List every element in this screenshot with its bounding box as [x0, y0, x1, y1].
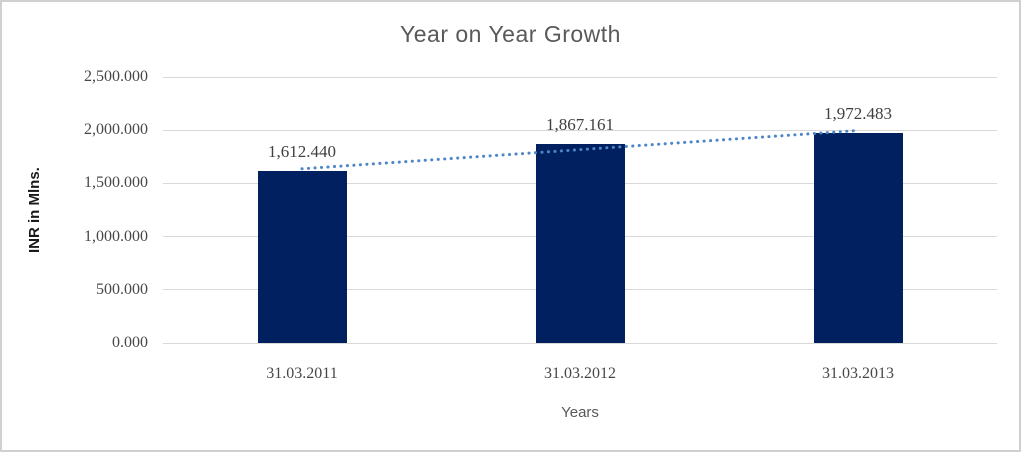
- bar-value-label: 1,972.483: [824, 104, 892, 124]
- x-tick-label: 31.03.2013: [822, 365, 894, 382]
- x-tick-label: 31.03.2012: [544, 365, 616, 382]
- y-tick-label: 1,000.000: [84, 227, 148, 245]
- y-axis-title: INR in Mlns.: [26, 167, 43, 253]
- chart-title: Year on Year Growth: [400, 21, 621, 47]
- bar-value-label: 1,867.161: [546, 115, 614, 135]
- x-axis-title: Years: [561, 404, 599, 421]
- y-tick-label: 1,500.000: [84, 174, 148, 192]
- gridline: [163, 342, 997, 344]
- bar-31.03.2012: [535, 144, 625, 343]
- gridline: [163, 76, 997, 78]
- y-tick-label: 2,000.000: [84, 121, 148, 139]
- plot-area: 1,612.440 1,867.161 1,972.483: [163, 76, 997, 344]
- bar-value-label: 1,612.440: [268, 142, 336, 162]
- y-tick-label: 500.000: [96, 280, 148, 298]
- bar-31.03.2013: [813, 133, 903, 343]
- y-tick-label: 0.000: [112, 334, 148, 351]
- bar-31.03.2011: [257, 171, 347, 343]
- x-tick-label: 31.03.2011: [266, 365, 338, 382]
- y-tick-label: 2,500.000: [84, 68, 148, 85]
